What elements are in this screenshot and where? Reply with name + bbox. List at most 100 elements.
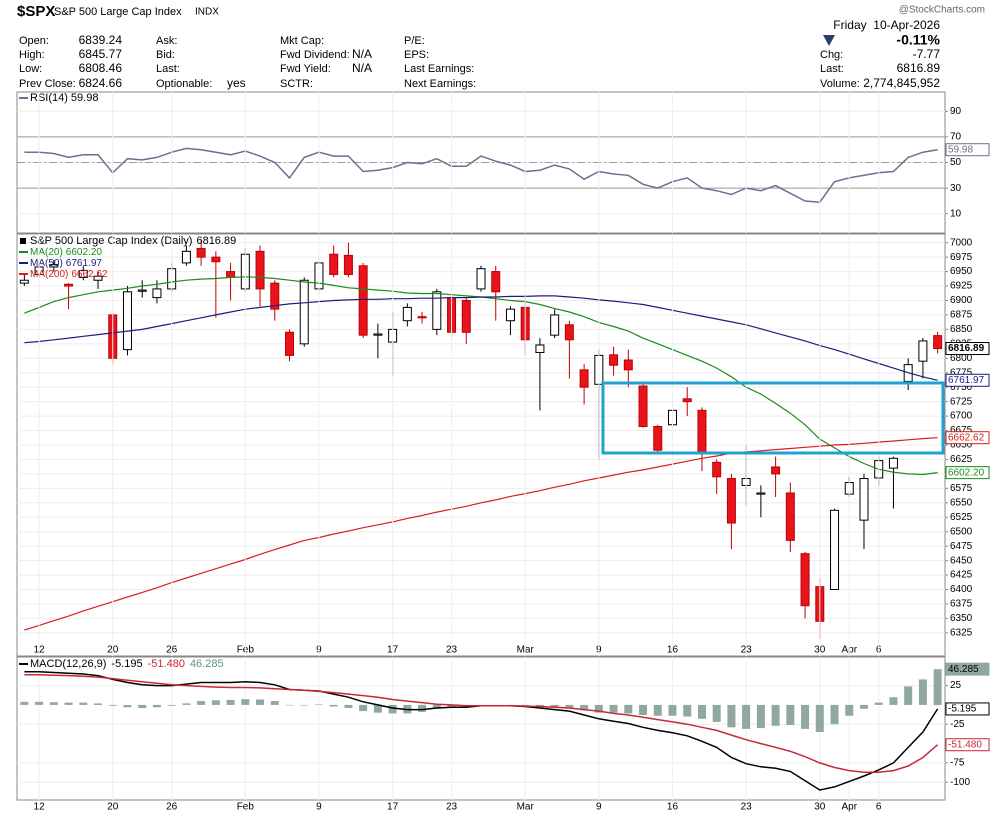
- y-tick-label: 10: [950, 208, 962, 219]
- candle-body: [137, 289, 147, 292]
- histogram-bar: [904, 686, 913, 705]
- histogram-bar: [565, 704, 574, 709]
- candle-body: [933, 335, 943, 350]
- field-value: 6839.24: [79, 33, 123, 47]
- histogram-bar: [933, 669, 942, 705]
- y-tick-label: 6850: [950, 324, 973, 335]
- histogram-bar: [300, 704, 309, 706]
- legend-value: 6816.89: [196, 235, 236, 247]
- histogram-bar: [801, 704, 810, 729]
- y-tick-label: 6925: [950, 281, 973, 292]
- field-label: Prev Close:: [19, 78, 76, 90]
- y-tick-label: 6450: [950, 555, 973, 566]
- candle-body: [461, 299, 471, 333]
- axis-tag: [945, 702, 990, 716]
- legend-value: 6662.62: [71, 269, 108, 280]
- y-tick-label: -75: [950, 758, 965, 769]
- histogram-bar: [859, 704, 868, 709]
- histogram-bar: [609, 704, 618, 713]
- field-value: 6845.77: [79, 47, 123, 61]
- legend-value: 6761.97: [66, 258, 103, 269]
- x-tick-label: 9: [596, 802, 602, 813]
- axis-tag-label: -5.195: [948, 704, 977, 715]
- histogram-bar: [359, 704, 368, 712]
- y-tick-label: 6550: [950, 497, 973, 508]
- histogram-bar: [373, 704, 382, 713]
- legend-value: -51.480: [148, 658, 185, 670]
- y-tick-label: 30: [950, 183, 962, 194]
- candle-body: [800, 553, 810, 607]
- y-tick-label: 6350: [950, 613, 973, 624]
- candle-body: [712, 461, 722, 478]
- field-value: yes: [227, 76, 246, 90]
- candle-body: [196, 247, 206, 258]
- axis-tag: [945, 143, 990, 157]
- field-label: Last Earnings:: [404, 63, 474, 75]
- x-tick-label: 23: [741, 802, 753, 813]
- field-label: EPS:: [404, 49, 429, 61]
- macd-panel: [16, 656, 946, 801]
- histogram-bar: [285, 704, 294, 706]
- candle-body: [550, 314, 560, 336]
- legend-entry: MACD(12,26,9) -5.195 -51.480 46.285: [30, 658, 224, 670]
- candle-body: [888, 457, 898, 469]
- legend-name: RSI(14): [30, 92, 68, 104]
- candle-body: [491, 271, 501, 293]
- y-tick-label: 6425: [950, 570, 973, 581]
- legend-value: 59.98: [71, 92, 99, 104]
- instrument-name: S&P 500 Large Cap Index: [54, 6, 182, 18]
- x-tick-label: 26: [166, 802, 178, 813]
- histogram-bar: [64, 702, 73, 705]
- y-tick-label: 6950: [950, 266, 973, 277]
- field-value: N/A: [352, 61, 372, 75]
- candle-body: [785, 492, 795, 541]
- histogram-bar: [624, 704, 633, 714]
- axis-tag-label: -51.480: [948, 739, 982, 750]
- x-tick-label: 23: [446, 802, 458, 813]
- field-value: 6808.46: [79, 61, 123, 75]
- legend-name: MACD(12,26,9): [30, 658, 106, 670]
- histogram-bar: [668, 704, 677, 716]
- axis-tag: [945, 373, 990, 387]
- histogram-bar: [138, 704, 147, 709]
- candle-body: [417, 316, 427, 319]
- legend-icon: [20, 238, 26, 244]
- candle-body: [505, 308, 515, 322]
- candle-body: [299, 279, 309, 345]
- candle-body: [181, 250, 191, 264]
- exchange: INDX: [195, 7, 219, 18]
- histogram-bar: [815, 704, 824, 732]
- y-tick-label: 6725: [950, 396, 973, 407]
- field-label: Last:: [156, 63, 180, 75]
- legend-entry: MA(50) 6761.97: [30, 258, 102, 269]
- summary-value: 2,774,845,952: [863, 76, 940, 90]
- x-tick-label: Apr: [841, 802, 857, 813]
- histogram-bar: [256, 699, 265, 705]
- candle-body: [402, 306, 412, 322]
- y-tick-label: 6975: [950, 252, 973, 263]
- y-tick-label: 6675: [950, 425, 973, 436]
- field-label: Mkt Cap:: [280, 35, 324, 47]
- axis-tag-label: 6816.89: [948, 343, 985, 354]
- candle-body: [771, 466, 781, 475]
- summary-label: Chg:: [820, 49, 843, 61]
- axis-tag: [945, 342, 990, 356]
- histogram-bar: [49, 702, 58, 705]
- histogram-bar: [344, 704, 353, 709]
- x-tick-label: Mar: [517, 802, 535, 813]
- legend-entry: MA(200) 6662.62: [30, 269, 108, 280]
- candle-body: [358, 265, 368, 336]
- y-tick-label: 6900: [950, 295, 973, 306]
- axis-tag-label: 6761.97: [948, 375, 985, 386]
- histogram-bar: [447, 704, 456, 708]
- candle-body: [270, 282, 280, 310]
- candle-body: [623, 359, 633, 371]
- histogram-bar: [756, 704, 765, 729]
- legend-name: S&P 500 Large Cap Index (Daily): [30, 235, 192, 247]
- candle-body: [564, 324, 574, 341]
- field-label: SCTR:: [280, 78, 313, 90]
- histogram-bar: [211, 700, 220, 705]
- axis-tag: [945, 662, 990, 676]
- candle-body: [726, 478, 736, 524]
- x-tick-label: 30: [814, 802, 826, 813]
